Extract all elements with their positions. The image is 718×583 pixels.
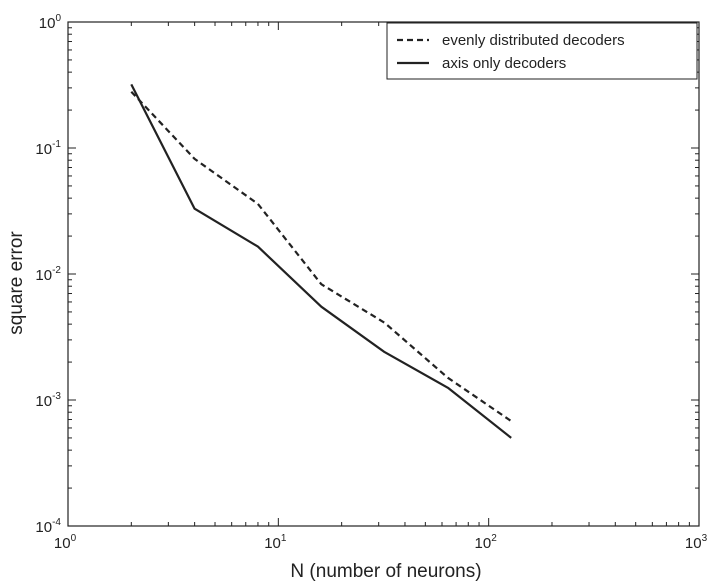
y-tick-label: 10-4 <box>35 517 61 536</box>
x-tick-label: 103 <box>685 533 708 552</box>
x-axis-label: N (number of neurons) <box>290 561 481 582</box>
y-tick-label: 10-1 <box>35 139 61 158</box>
series-line-1 <box>130 90 512 423</box>
series-line-2 <box>130 83 512 439</box>
legend: evenly distributed decoders axis only dec… <box>386 22 698 80</box>
y-tick-label: 10-3 <box>35 391 61 410</box>
y-tick-label: 100 <box>39 13 62 32</box>
plot-axes: 100 101 102 103 100 10-1 10-2 10-3 10-4 <box>35 13 707 552</box>
plot-frame <box>67 21 700 527</box>
y-axis-label: square error <box>6 231 27 335</box>
legend-label-1: evenly distributed decoders <box>442 32 625 49</box>
x-tick-label: 100 <box>54 533 77 552</box>
series-group <box>130 83 512 439</box>
x-tick-label: 102 <box>475 533 498 552</box>
x-tick-label: 101 <box>264 533 287 552</box>
legend-label-2: axis only decoders <box>442 55 566 72</box>
legend-box <box>386 22 698 80</box>
y-tick-label: 10-2 <box>35 265 61 284</box>
